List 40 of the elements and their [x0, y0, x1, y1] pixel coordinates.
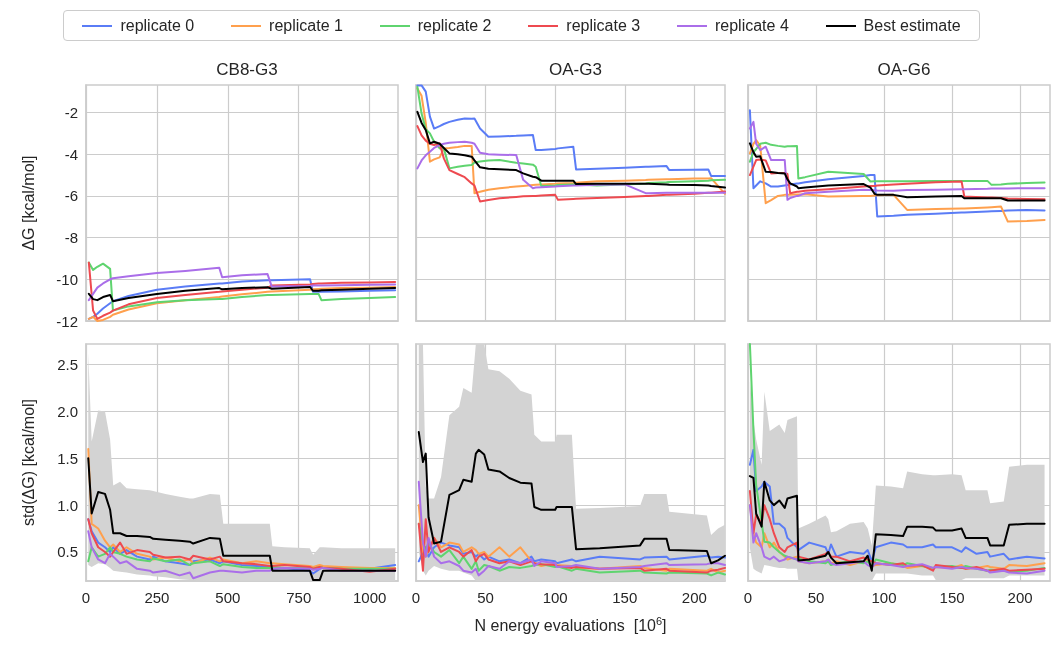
line-series [87, 266, 397, 302]
y-tick-label: -6 [64, 187, 78, 205]
x-tick-label: 50 [807, 589, 825, 606]
x-tick-label: 100 [542, 589, 568, 606]
x-tick-label: 0 [743, 589, 753, 606]
chart-title: CB8-G3 [216, 60, 278, 79]
line-series [87, 447, 397, 569]
x-tick-label: 750 [286, 589, 312, 606]
legend-label: Best estimate [863, 16, 961, 35]
x-tick-label: 200 [681, 589, 707, 606]
y-axis-title: std(ΔG) [kcal/mol] [19, 398, 37, 527]
legend-label: replicate 3 [566, 16, 641, 35]
x-tick-label: 0 [411, 589, 421, 606]
x-tick-label: 250 [144, 589, 170, 606]
legend-label: replicate 1 [269, 16, 343, 35]
x-tick-label: 200 [1007, 589, 1033, 606]
x-tick-label: 1000 [352, 589, 387, 606]
x-tick-label: 500 [215, 589, 241, 606]
y-tick-label: 2.5 [57, 356, 78, 374]
legend-label: replicate 0 [120, 16, 195, 35]
y-tick-label: 2.0 [57, 402, 78, 420]
y-tick-label: -2 [64, 104, 78, 122]
x-tick-label: 100 [871, 589, 897, 606]
chart-title: OA-G6 [877, 60, 931, 79]
y-tick-label: -8 [64, 229, 78, 247]
legend-label: replicate 2 [417, 16, 492, 35]
x-tick-label: 150 [612, 589, 638, 606]
y-tick-label: 1.5 [57, 449, 78, 467]
y-tick-label: 1.0 [57, 496, 78, 514]
y-tick-label: 0.5 [57, 543, 78, 561]
y-tick-label: -4 [64, 145, 78, 163]
y-axis-title: ΔG [kcal/mol] [19, 155, 37, 251]
y-tick-label: -12 [56, 312, 78, 330]
y-tick-label: -10 [56, 270, 78, 288]
x-tick-label: 50 [477, 589, 494, 606]
legend-label: replicate 4 [714, 16, 789, 35]
x-tick-label: 150 [939, 589, 965, 606]
line-series [87, 286, 397, 303]
chart-title: OA-G3 [549, 60, 602, 79]
x-tick-label: 0 [81, 589, 91, 606]
